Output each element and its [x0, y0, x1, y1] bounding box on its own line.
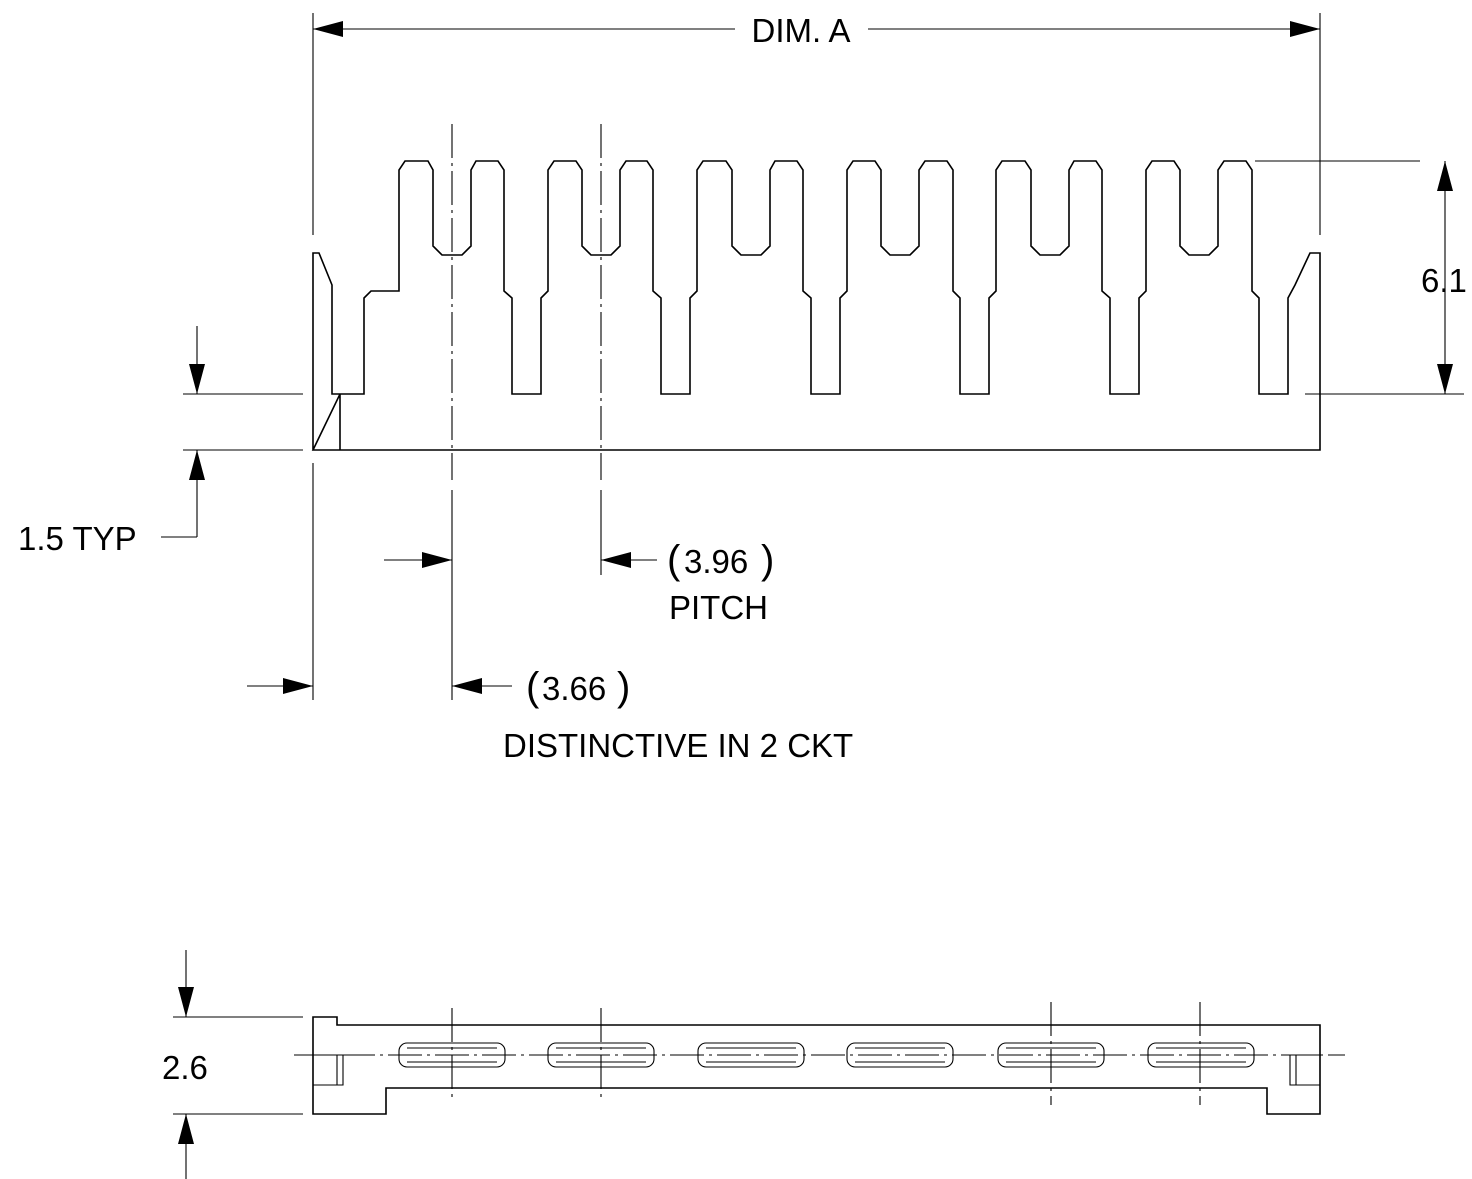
height-label: 6.1 — [1421, 262, 1467, 299]
top-outline — [312, 1016, 1321, 1115]
dim-a-dimension: DIM. A — [312, 12, 1321, 235]
pin-slot — [846, 1042, 954, 1068]
typ-label: 1.5 TYP — [18, 520, 137, 557]
distinctive-value: 3.66 — [542, 670, 606, 707]
distinctive-paren-open: ( — [526, 665, 540, 709]
center-lines-bottom — [451, 1002, 1201, 1105]
thickness-dimension: 2.6 — [162, 950, 303, 1179]
pitch-paren-close: ) — [761, 538, 774, 582]
front-view — [311, 160, 1321, 451]
pin-slots — [398, 1042, 1255, 1068]
typ-dimension: 1.5 TYP — [18, 326, 303, 557]
distinctive-dimension: ( 3.66 ) DISTINCTIVE IN 2 CKT — [247, 463, 853, 764]
pin-slot — [1147, 1042, 1255, 1068]
pitch-label: PITCH — [669, 589, 768, 626]
front-outline — [311, 160, 1321, 451]
dim-a-label: DIM. A — [751, 12, 850, 49]
pitch-value: 3.96 — [684, 543, 748, 580]
distinctive-paren-close: ) — [617, 665, 630, 709]
center-lines-top — [451, 124, 602, 480]
distinctive-label: DISTINCTIVE IN 2 CKT — [503, 727, 853, 764]
top-view — [294, 1016, 1345, 1115]
pitch-paren-open: ( — [667, 538, 681, 582]
pitch-dimension: ( 3.96 ) PITCH — [384, 490, 774, 700]
thickness-label: 2.6 — [162, 1049, 208, 1086]
height-dimension: 6.1 — [1255, 160, 1467, 395]
pin-slot — [697, 1042, 805, 1068]
